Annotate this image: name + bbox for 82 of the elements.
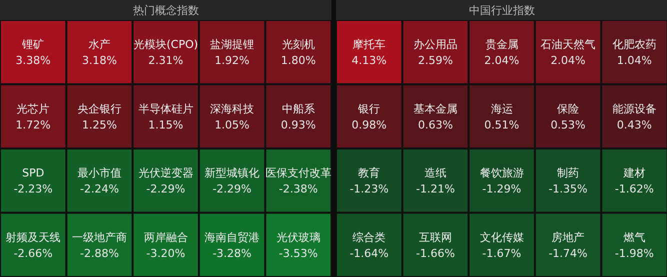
category-label: 最小市值	[77, 166, 122, 180]
category-label: 能源设备	[612, 102, 656, 116]
data-label: -1.35%	[548, 182, 588, 196]
category-label: 文化传媒	[479, 230, 524, 244]
category-label: 盐湖提锂	[210, 38, 254, 52]
data-label: 1.92%	[214, 54, 250, 68]
category-label: 新型城镇化	[204, 166, 260, 180]
data-label: 1.25%	[82, 118, 117, 132]
category-label: 造纸	[424, 166, 446, 180]
data-label: -2.29%	[146, 182, 186, 196]
data-label: -1.64%	[349, 246, 388, 260]
text: 热门概念指数	[132, 4, 199, 17]
text: 中国行业指数	[468, 4, 534, 17]
data-label: 1.80%	[280, 54, 316, 68]
data-label: -1.29%	[482, 182, 521, 196]
data-label: -1.66%	[415, 246, 454, 260]
data-label: -1.62%	[614, 182, 654, 196]
category-label: 两岸融合	[144, 230, 188, 244]
category-label: 综合类	[352, 230, 386, 244]
category-label: 燃气	[622, 230, 645, 244]
data-label: 1.04%	[616, 54, 652, 68]
data-label: -2.66%	[14, 246, 53, 260]
data-label: 0.53%	[550, 118, 586, 132]
category-label: 基本金属	[412, 102, 457, 116]
data-label: -3.20%	[146, 246, 186, 260]
category-label: 教育	[358, 166, 380, 180]
category-label: 央企银行	[77, 102, 122, 116]
category-label: 建材	[622, 166, 645, 180]
data-label: -2.88%	[80, 246, 119, 260]
data-label: 0.43%	[616, 118, 652, 132]
data-label: 2.04%	[484, 54, 519, 68]
category-label: 银行	[356, 102, 380, 116]
category-label: 石油天然气	[540, 38, 596, 52]
data-label: 0.63%	[417, 118, 452, 132]
data-label: -1.67%	[482, 246, 521, 260]
data-label: 1.05%	[214, 118, 250, 132]
data-label: 0.93%	[280, 118, 316, 132]
category-label: 办公用品	[412, 38, 457, 52]
data-label: -3.28%	[212, 246, 252, 260]
data-label: 3.18%	[82, 54, 117, 68]
category-label: 海南自贸港	[204, 230, 260, 244]
category-label: 光伏逆变器	[138, 166, 194, 180]
category-label: 医保支付改革	[265, 166, 332, 180]
data-label: 2.04%	[550, 54, 586, 68]
data-label: 0.51%	[484, 118, 519, 132]
data-label: 4.13%	[351, 54, 386, 68]
data-label: -1.98%	[614, 246, 654, 260]
category-label: 光刻机	[282, 38, 315, 52]
data-label: 0.98%	[351, 118, 386, 132]
category-label: 保险	[556, 102, 579, 116]
category-label: 互联网	[418, 230, 452, 244]
category-label: 光模块(CPO)	[133, 38, 198, 52]
category-label: 射频及天线	[6, 230, 61, 244]
data-label: -2.24%	[80, 182, 119, 196]
category-label: SPD	[22, 166, 44, 180]
data-label: -1.23%	[349, 182, 388, 196]
data-label: -2.29%	[212, 182, 252, 196]
data-label: -1.74%	[548, 246, 588, 260]
category-label: 餐饮旅游	[479, 166, 524, 180]
category-label: 摩托车	[352, 38, 386, 52]
category-label: 一级地产商	[72, 230, 127, 244]
data-label: 3.38%	[16, 54, 51, 68]
data-label: -2.23%	[14, 182, 53, 196]
data-label: 1.72%	[16, 118, 51, 132]
category-label: 海运	[490, 102, 512, 116]
category-label: 中船系	[282, 102, 315, 116]
category-label: 水产	[88, 38, 110, 52]
category-label: 深海科技	[210, 102, 254, 116]
data-label: 1.15%	[148, 118, 184, 132]
category-label: 锂矿	[21, 38, 44, 52]
category-label: 制药	[556, 166, 579, 180]
category-label: 房地产	[551, 230, 584, 244]
data-label: -3.53%	[278, 246, 318, 260]
data-label: -1.21%	[415, 182, 454, 196]
category-label: 半导体硅片	[138, 102, 194, 116]
category-label: 贵金属	[484, 38, 518, 52]
data-label: 2.31%	[148, 54, 184, 68]
category-label: 光伏玻璃	[276, 230, 320, 244]
category-label: 光芯片	[16, 102, 50, 116]
category-label: 化肥农药	[612, 38, 656, 52]
data-label: 2.59%	[417, 54, 452, 68]
data-label: -2.38%	[278, 182, 318, 196]
